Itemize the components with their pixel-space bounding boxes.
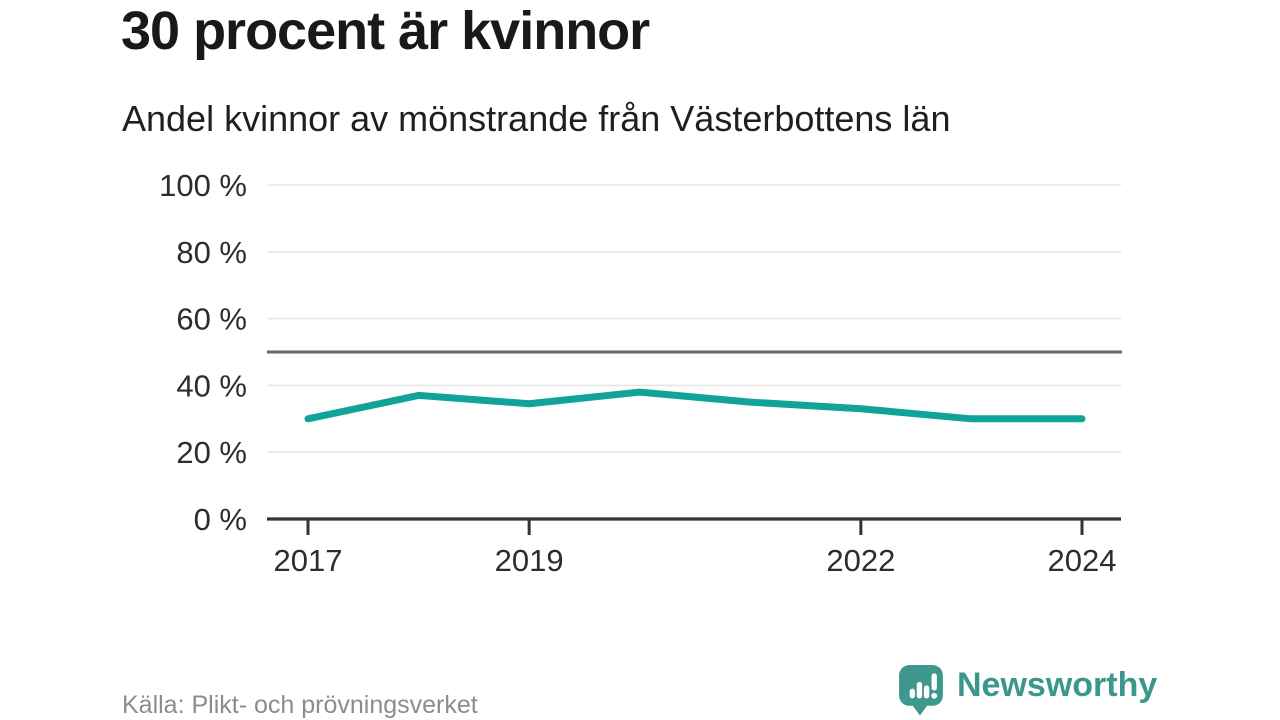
y-tick-label: 20 % <box>176 435 247 470</box>
data-line <box>304 388 1086 423</box>
chart-subtitle: Andel kvinnor av mönstrande från Västerb… <box>122 98 951 139</box>
logo-bar-1 <box>909 688 915 699</box>
x-tick-label: 2024 <box>1048 543 1117 578</box>
logo-bar-2 <box>916 681 923 699</box>
y-tick-label: 60 % <box>176 302 247 337</box>
x-tick-label: 2019 <box>495 543 564 578</box>
x-tick-label: 2017 <box>274 543 343 578</box>
y-tick-label: 100 % <box>159 168 247 203</box>
source-label: Källa: Plikt- och prövningsverket <box>122 691 478 719</box>
y-tick-label: 40 % <box>176 368 247 403</box>
logo-bar-3 <box>923 685 930 699</box>
y-tick-label: 0 % <box>194 502 247 537</box>
chart-title: 30 procent är kvinnor <box>121 1 650 61</box>
logo-exclamation-bar <box>931 673 937 691</box>
x-tick-label: 2022 <box>826 543 895 578</box>
newsworthy-logo-icon <box>899 665 943 716</box>
logo-exclamation-dot <box>931 692 938 699</box>
y-tick-label: 80 % <box>176 235 247 270</box>
brand-link[interactable]: Newsworthy <box>899 663 1157 716</box>
brand-name: Newsworthy <box>957 666 1158 704</box>
